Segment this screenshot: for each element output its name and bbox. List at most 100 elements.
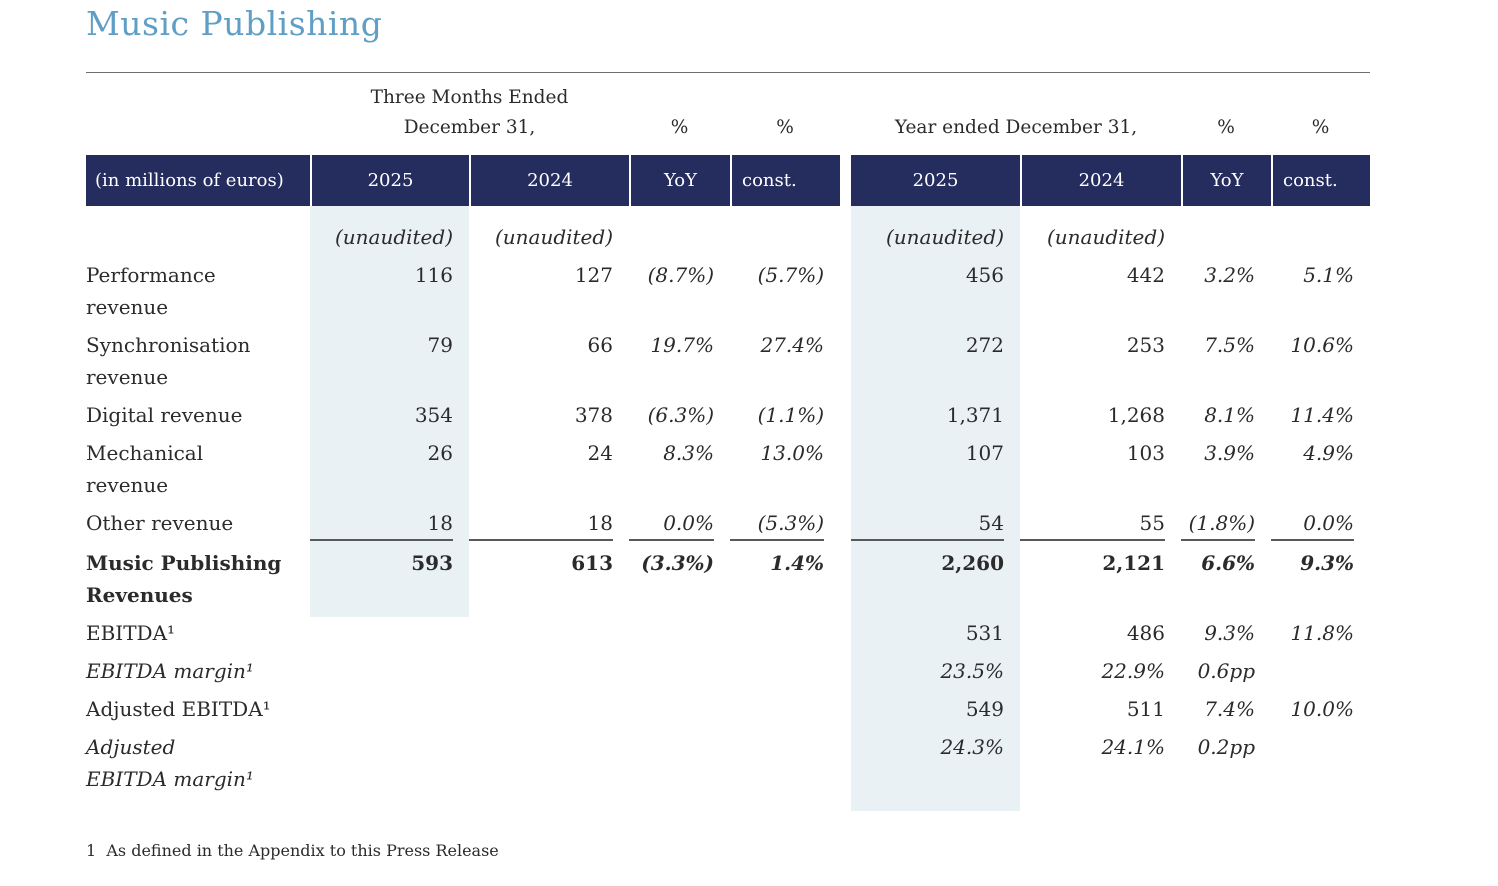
cell-value: 253 (1126, 333, 1165, 357)
cell-value: 18 (310, 507, 453, 541)
cell-value: 24 (587, 441, 613, 465)
cell-y-const: 9.3% (1271, 547, 1370, 617)
cell-q-yoy: 8.3% (629, 437, 730, 507)
cell-value: (1.1%) (757, 403, 824, 427)
cell-q-yoy: (6.3%) (629, 399, 730, 437)
row-label: Other revenue (86, 511, 234, 535)
row-label: EBITDA margin¹ (86, 659, 254, 683)
cell-value: 66 (587, 333, 613, 357)
cell-q-const (730, 693, 840, 731)
table-row: Synchronisation revenue 79 66 19.7% 27.4% 272… (86, 329, 1370, 399)
cell-q2024 (469, 655, 629, 693)
cell-value: 55 (1020, 507, 1165, 541)
cell-value: 13.0% (760, 441, 824, 465)
cell-y-yoy: 6.6% (1181, 547, 1271, 617)
table-row: Performance revenue 116 127 (8.7%) (5.7%) 456… (86, 259, 1370, 329)
cell-y2024: 22.9% (1020, 655, 1181, 693)
cell-value: 127 (574, 263, 613, 287)
three-months-ended-label: Three Months Ended (370, 87, 569, 108)
cell-value: (5.3%) (730, 507, 824, 541)
cell-y2024: 103 (1020, 437, 1181, 507)
cell-q-yoy: (8.7%) (629, 259, 730, 329)
cell-q-const: 27.4% (730, 329, 840, 399)
cell-q2024: (unaudited) (469, 206, 629, 259)
cell-y2024: 24.1% (1020, 731, 1181, 811)
cell-value: (unaudited) (494, 225, 613, 249)
cell-y2024: 442 (1020, 259, 1181, 329)
cell-y-yoy (1181, 206, 1271, 259)
cell-value: 116 (414, 263, 453, 287)
cell-value: 442 (1126, 263, 1165, 287)
cell-y-const: 0.0% (1271, 507, 1370, 547)
cell-q2024 (469, 617, 629, 655)
cell-q2025 (310, 731, 469, 811)
cell-q-yoy (629, 731, 730, 811)
cell-y2025: 23.5% (851, 655, 1020, 693)
cell-value: (8.7%) (647, 263, 714, 287)
cell-y2024: 2,121 (1020, 547, 1181, 617)
page: Music Publishing Three Months Ended Dece… (86, 4, 1370, 860)
cell-y2025: 549 (851, 693, 1020, 731)
cell-value: 22.9% (1101, 659, 1165, 683)
cell-value: 10.6% (1290, 333, 1354, 357)
cell-q-const (730, 655, 840, 693)
december-31-label: December 31, (403, 117, 536, 138)
cell-y2025: 1,371 (851, 399, 1020, 437)
cell-y2024: 253 (1020, 329, 1181, 399)
cell-value: 5.1% (1303, 263, 1354, 287)
cell-value: 1,268 (1107, 403, 1165, 427)
cell-value: 6.6% (1201, 551, 1255, 575)
cell-y2025: (unaudited) (851, 206, 1020, 259)
cell-q-yoy (629, 655, 730, 693)
column-header-row: (in millions of euros) 2025 2024 YoY con… (86, 155, 1370, 206)
cell-value: 3.9% (1204, 441, 1255, 465)
col-header-q-yoy: YoY (629, 155, 730, 206)
cell-y2025: 54 (851, 507, 1020, 547)
cell-value: 593 (411, 551, 453, 575)
col-header-q-2024: 2024 (469, 155, 629, 206)
column-gap (840, 547, 851, 617)
column-gap (840, 206, 851, 259)
col-header-q-const: const. (730, 155, 840, 206)
column-gap (840, 731, 851, 811)
col-header-y-const: const. (1271, 155, 1370, 206)
table-row: Digital revenue 354 378 (6.3%) (1.1%) 1,371 1,… (86, 399, 1370, 437)
table-row: Mechanical revenue 26 24 8.3% 13.0% 107 103 3.9… (86, 437, 1370, 507)
col-header-y-2025: 2025 (851, 155, 1020, 206)
column-gap (840, 329, 851, 399)
cell-q-const: (5.7%) (730, 259, 840, 329)
cell-y2025: 456 (851, 259, 1020, 329)
cell-y2024: 511 (1020, 693, 1181, 731)
column-gap (840, 617, 851, 655)
cell-value: 10.0% (1290, 697, 1354, 721)
cell-value: 3.2% (1204, 263, 1255, 287)
cell-q2024: 24 (469, 437, 629, 507)
col-header-q-2025: 2025 (310, 155, 469, 206)
period-header-line1: Three Months Ended (86, 87, 1370, 117)
cell-value: 486 (1126, 621, 1165, 645)
cell-value: 1,371 (946, 403, 1004, 427)
cell-value: (unaudited) (1046, 225, 1165, 249)
cell-y-const (1271, 206, 1370, 259)
cell-q-yoy: (3.3%) (629, 547, 730, 617)
pct-symbol-q-yoy: % (670, 117, 689, 138)
cell-value: 1.4% (770, 551, 824, 575)
cell-value: 0.0% (629, 507, 714, 541)
cell-value: (6.3%) (647, 403, 714, 427)
cell-y-yoy: 0.2pp (1181, 731, 1271, 811)
cell-y-const: 11.8% (1271, 617, 1370, 655)
cell-y2025: 24.3% (851, 731, 1020, 811)
cell-y-const: 4.9% (1271, 437, 1370, 507)
cell-value: 24.3% (940, 735, 1004, 759)
cell-q-yoy (629, 206, 730, 259)
row-label: Mechanical revenue (86, 441, 204, 497)
cell-y-yoy: 3.9% (1181, 437, 1271, 507)
cell-y-yoy: 8.1% (1181, 399, 1271, 437)
cell-y2024: 486 (1020, 617, 1181, 655)
cell-q2025: 116 (310, 259, 469, 329)
cell-value: (3.3%) (641, 551, 714, 575)
cell-q2024: 18 (469, 507, 629, 547)
column-gap (840, 437, 851, 507)
cell-q2024 (469, 731, 629, 811)
column-gap (840, 399, 851, 437)
